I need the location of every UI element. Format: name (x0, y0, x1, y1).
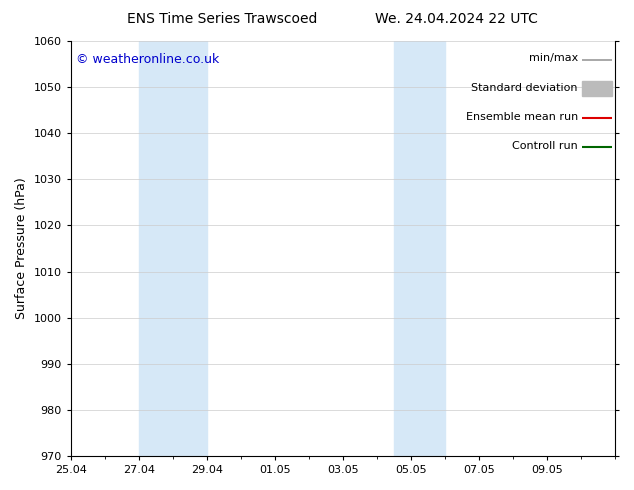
Text: ENS Time Series Trawscoed: ENS Time Series Trawscoed (127, 12, 317, 26)
Text: © weatheronline.co.uk: © weatheronline.co.uk (76, 53, 219, 67)
Text: Controll run: Controll run (512, 141, 578, 150)
FancyBboxPatch shape (582, 81, 612, 96)
Bar (139, 41, 207, 456)
Y-axis label: Surface Pressure (hPa): Surface Pressure (hPa) (15, 178, 28, 319)
Text: We. 24.04.2024 22 UTC: We. 24.04.2024 22 UTC (375, 12, 538, 26)
Text: Ensemble mean run: Ensemble mean run (465, 112, 578, 122)
Text: min/max: min/max (529, 53, 578, 64)
Text: Standard deviation: Standard deviation (471, 82, 578, 93)
Bar (394, 41, 445, 456)
